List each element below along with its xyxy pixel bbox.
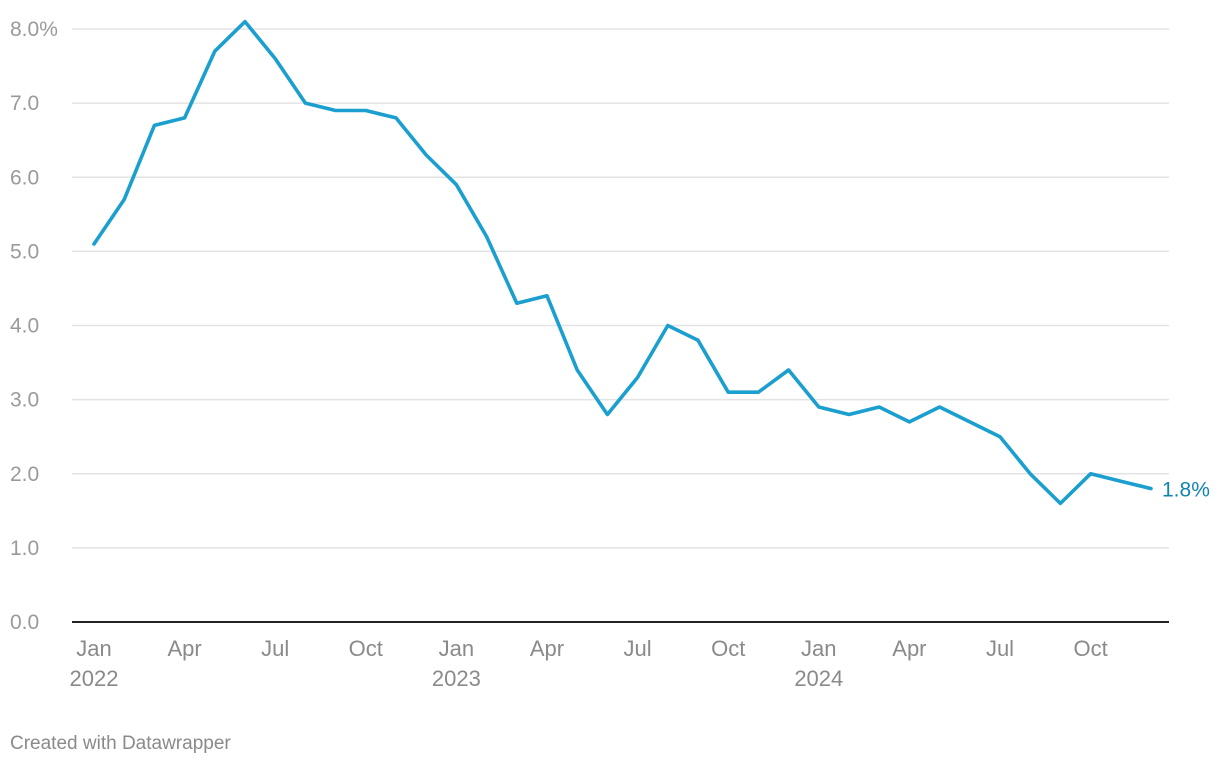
credit-text: Created with Datawrapper	[10, 733, 231, 754]
x-tick-label: Jul	[624, 636, 652, 661]
x-tick-label: Oct	[1073, 636, 1107, 661]
series-line	[92, 19, 1153, 506]
x-tick-year-label: 2022	[70, 666, 119, 691]
x-tick-label: Oct	[711, 636, 745, 661]
y-axis-ticks: 0.0 1.0 2.0 3.0 4.0 5.0 6.0 7.0 8.0%	[10, 18, 58, 634]
y-tick-label: 1.0	[10, 537, 39, 560]
y-tick-label: 5.0	[10, 240, 39, 263]
y-tick-label: 3.0	[10, 389, 39, 412]
x-tick-year-label: 2024	[794, 666, 843, 691]
x-tick-label: Apr	[892, 636, 926, 661]
x-axis-ticks: Jan 2022 Apr Jul Oct Jan 2023 Apr Jul Oct Jan 2024 A…	[70, 636, 1108, 691]
x-tick-label: Apr	[167, 636, 201, 661]
x-tick-year-label: 2023	[432, 666, 481, 691]
y-tick-label: 7.0	[10, 92, 39, 115]
x-tick-label: Apr	[530, 636, 564, 661]
y-tick-label: 0.0	[10, 611, 39, 634]
y-tick-label: 8.0%	[10, 18, 58, 41]
series: 1.8%	[92, 19, 1210, 506]
end-value-label: 1.8%	[1162, 479, 1210, 502]
x-tick-label: Jan	[439, 636, 474, 661]
gridlines	[72, 28, 1169, 623]
x-tick-label: Jan	[801, 636, 836, 661]
x-tick-label: Jul	[261, 636, 289, 661]
y-tick-label: 6.0	[10, 166, 39, 189]
x-tick-label: Jan	[76, 636, 111, 661]
y-tick-label: 4.0	[10, 315, 39, 338]
x-tick-label: Jul	[986, 636, 1014, 661]
y-tick-label: 2.0	[10, 463, 39, 486]
x-tick-label: Oct	[349, 636, 383, 661]
